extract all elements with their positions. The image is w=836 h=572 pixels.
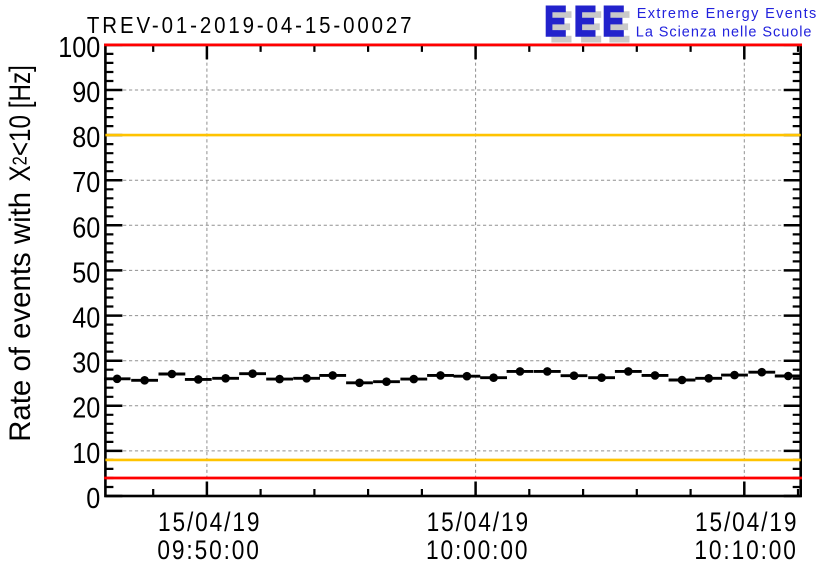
svg-text:15/04/19: 15/04/19 <box>158 507 261 537</box>
svg-text:Rate of events with: Rate of events with <box>4 192 37 442</box>
svg-text:60: 60 <box>72 212 100 244</box>
svg-text:0: 0 <box>86 482 100 514</box>
svg-text:15/04/19: 15/04/19 <box>427 507 530 537</box>
svg-text:10:10:00: 10:10:00 <box>694 535 797 565</box>
svg-text:TREV-01-2019-04-15-00027: TREV-01-2019-04-15-00027 <box>87 12 415 39</box>
svg-text:100: 100 <box>58 31 100 63</box>
svg-text:90: 90 <box>72 77 100 109</box>
svg-text:X2<10 [Hz]: X2<10 [Hz] <box>4 65 37 181</box>
svg-text:15/04/19: 15/04/19 <box>695 507 798 537</box>
svg-text:Extreme Energy Events: Extreme Energy Events <box>637 6 818 22</box>
svg-text:30: 30 <box>72 347 100 379</box>
svg-text:10:00:00: 10:00:00 <box>426 535 529 565</box>
svg-text:40: 40 <box>72 302 100 334</box>
svg-text:20: 20 <box>72 392 100 424</box>
svg-text:09:50:00: 09:50:00 <box>157 535 260 565</box>
svg-text:La Scienza nelle Scuole: La Scienza nelle Scuole <box>636 25 813 41</box>
svg-text:10: 10 <box>72 437 100 469</box>
svg-text:50: 50 <box>72 257 100 289</box>
svg-text:80: 80 <box>72 122 100 154</box>
svg-text:70: 70 <box>72 167 100 199</box>
